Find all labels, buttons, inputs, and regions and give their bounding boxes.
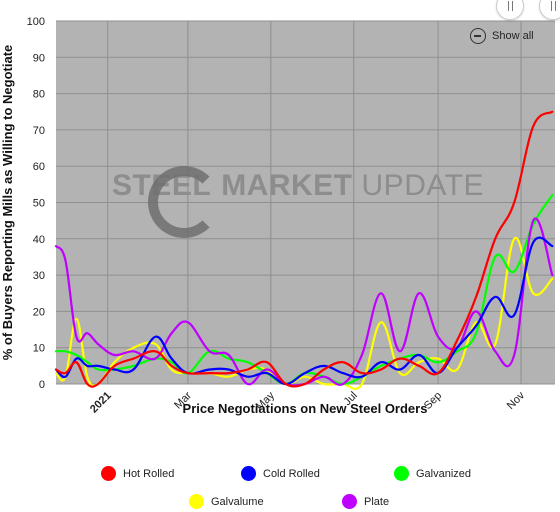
y-tick-label: 90	[33, 52, 45, 64]
range-handle-right[interactable]	[539, 0, 560, 20]
x-axis-title: Price Negotiations on New Steel Orders	[183, 401, 428, 416]
series-lines	[54, 110, 554, 390]
x-tick-label: 2021	[88, 390, 114, 416]
legend-marker	[241, 466, 256, 481]
y-tick-label: 70	[33, 125, 45, 137]
x-tick-label: Nov	[505, 389, 528, 412]
y-tick-label: 60	[33, 161, 45, 173]
legend-label: Cold Rolled	[263, 467, 320, 480]
legend-label: Hot Rolled	[123, 467, 175, 480]
legend-item[interactable]: Hot Rolled	[101, 466, 241, 481]
series-line-hot-rolled[interactable]	[54, 110, 554, 388]
watermark-word-3: UPDATE	[361, 169, 484, 202]
watermark-logo: STEEL MARKET UPDATE	[112, 166, 484, 238]
legend-item[interactable]: Galvanized	[394, 466, 471, 481]
legend-marker	[101, 466, 116, 481]
legend-marker	[342, 494, 357, 509]
legend-label: Galvalume	[211, 495, 264, 508]
y-tick-label: 0	[39, 379, 45, 391]
legend-marker	[189, 494, 204, 509]
legend-item[interactable]: Plate	[342, 494, 389, 509]
legend: Hot Rolled Cold Rolled Galvanized Galval…	[0, 462, 560, 512]
y-tick-label: 30	[33, 270, 45, 282]
show-all-label: Show all	[492, 30, 534, 42]
legend-label: Galvanized	[416, 467, 472, 480]
legend-item[interactable]: Cold Rolled	[241, 466, 394, 481]
legend-item[interactable]: Galvalume	[189, 494, 342, 509]
y-axis-ticks: 0 10 20 30 40 50 60 70 80 90 100	[27, 16, 45, 391]
y-tick-label: 40	[33, 234, 45, 246]
gridlines	[56, 20, 555, 385]
zoom-out-icon	[470, 28, 486, 44]
legend-marker	[394, 466, 409, 481]
logo-ring-icon	[148, 166, 220, 238]
y-tick-label: 50	[33, 198, 45, 210]
y-tick-label: 20	[33, 306, 45, 318]
y-axis-title: % of Buyers Reporting Mills as Willing t…	[0, 45, 15, 361]
show-all-button[interactable]: Show all	[470, 28, 534, 44]
y-tick-label: 10	[33, 343, 45, 355]
watermark-word-2: MARKET	[221, 169, 353, 202]
legend-label: Plate	[364, 495, 390, 508]
y-tick-label: 80	[33, 89, 45, 101]
y-tick-label: 100	[27, 16, 45, 28]
